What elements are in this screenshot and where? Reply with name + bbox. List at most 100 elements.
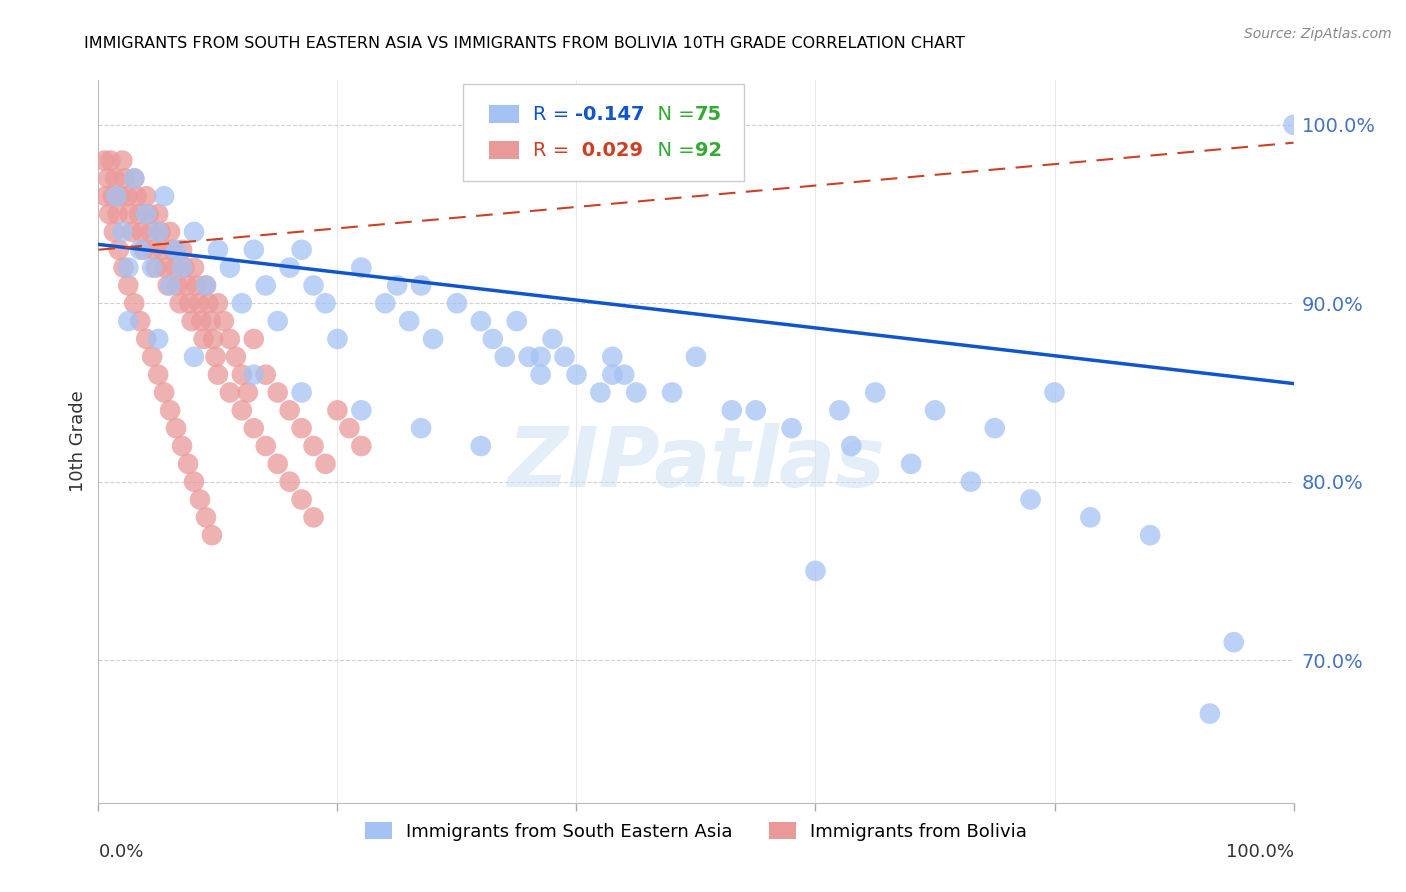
- Point: [984, 421, 1007, 435]
- Point: [195, 278, 218, 293]
- Point: [195, 510, 218, 524]
- Point: [197, 296, 219, 310]
- Point: [115, 189, 138, 203]
- Point: [98, 153, 122, 168]
- FancyBboxPatch shape: [489, 105, 519, 123]
- Point: [254, 368, 277, 382]
- Point: [121, 225, 143, 239]
- Point: [163, 260, 186, 275]
- Point: [278, 403, 301, 417]
- Point: [685, 350, 707, 364]
- Point: [177, 457, 200, 471]
- Point: [243, 243, 266, 257]
- Point: [101, 189, 124, 203]
- Point: [398, 314, 420, 328]
- Point: [291, 385, 314, 400]
- Point: [613, 368, 636, 382]
- Point: [153, 385, 176, 400]
- Point: [219, 332, 242, 346]
- Point: [124, 171, 146, 186]
- Point: [183, 350, 205, 364]
- Point: [470, 439, 492, 453]
- Point: [745, 403, 768, 417]
- Point: [138, 207, 160, 221]
- Point: [1139, 528, 1161, 542]
- Point: [602, 368, 624, 382]
- Point: [148, 332, 170, 346]
- Point: [176, 278, 198, 293]
- Point: [169, 296, 191, 310]
- Point: [960, 475, 983, 489]
- Point: [302, 510, 325, 524]
- Point: [180, 314, 202, 328]
- Point: [159, 403, 181, 417]
- Point: [1282, 118, 1305, 132]
- FancyBboxPatch shape: [463, 84, 744, 181]
- Point: [111, 153, 134, 168]
- Point: [97, 171, 120, 186]
- Point: [278, 260, 301, 275]
- Point: [93, 153, 115, 168]
- Point: [411, 421, 433, 435]
- Point: [231, 403, 253, 417]
- Point: [291, 492, 314, 507]
- Point: [1043, 385, 1066, 400]
- Point: [187, 296, 209, 310]
- Point: [135, 332, 157, 346]
- Point: [165, 421, 187, 435]
- Point: [374, 296, 396, 310]
- Point: [326, 403, 349, 417]
- Point: [195, 278, 218, 293]
- Point: [165, 243, 187, 257]
- Point: [1223, 635, 1246, 649]
- Point: [661, 385, 683, 400]
- Text: N =: N =: [644, 141, 700, 160]
- Point: [183, 260, 205, 275]
- Point: [411, 278, 433, 293]
- Text: 75: 75: [695, 104, 721, 124]
- Point: [350, 439, 373, 453]
- Point: [148, 207, 170, 221]
- Point: [179, 296, 201, 310]
- Point: [243, 368, 266, 382]
- Point: [231, 368, 253, 382]
- Point: [135, 207, 157, 221]
- Text: 0.029: 0.029: [575, 141, 644, 160]
- Point: [117, 314, 139, 328]
- Point: [530, 350, 553, 364]
- Point: [129, 314, 152, 328]
- Point: [139, 225, 162, 239]
- Point: [117, 278, 139, 293]
- FancyBboxPatch shape: [489, 141, 519, 160]
- Point: [172, 439, 194, 453]
- Point: [190, 314, 212, 328]
- Point: [103, 225, 125, 239]
- Point: [124, 296, 146, 310]
- Point: [111, 225, 134, 239]
- Point: [108, 189, 131, 203]
- Point: [422, 332, 444, 346]
- Point: [602, 350, 624, 364]
- Point: [900, 457, 922, 471]
- Point: [315, 296, 337, 310]
- Point: [141, 350, 163, 364]
- Point: [98, 207, 121, 221]
- Point: [219, 385, 242, 400]
- Point: [183, 475, 205, 489]
- Point: [193, 332, 215, 346]
- Point: [267, 385, 290, 400]
- Point: [236, 385, 259, 400]
- Point: [131, 225, 153, 239]
- Point: [207, 296, 229, 310]
- Point: [339, 421, 361, 435]
- Point: [326, 332, 349, 346]
- Text: 0.0%: 0.0%: [98, 843, 143, 861]
- Point: [107, 243, 129, 257]
- Point: [183, 225, 205, 239]
- Point: [156, 278, 179, 293]
- Point: [114, 171, 136, 186]
- Point: [385, 278, 409, 293]
- Point: [219, 260, 242, 275]
- Point: [530, 368, 553, 382]
- Point: [107, 207, 129, 221]
